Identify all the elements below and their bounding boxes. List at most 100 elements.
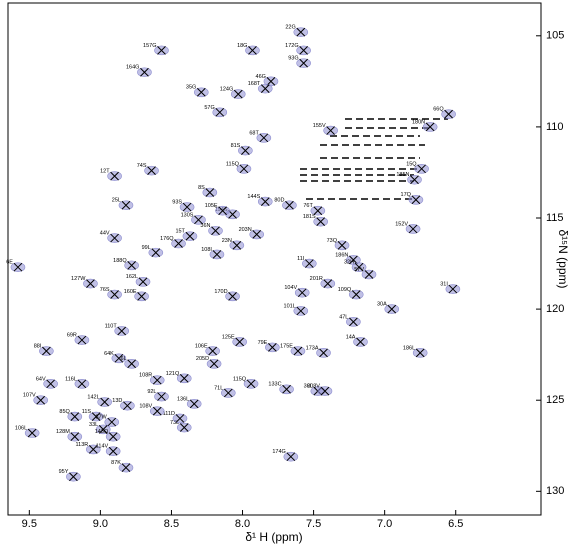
peak-label: 164G <box>126 65 139 71</box>
peak-marker <box>88 445 98 454</box>
peak-marker <box>246 379 256 389</box>
peak-marker <box>299 46 308 55</box>
peak-marker <box>286 452 296 462</box>
peak: 208V <box>307 384 333 396</box>
peak-marker <box>114 353 124 363</box>
peak: 104V <box>284 285 310 298</box>
peak: 188Q <box>113 258 139 271</box>
peak-label: 168T <box>248 81 261 87</box>
peak-label: 30A <box>377 302 387 308</box>
peak-label: 57G <box>204 105 214 111</box>
peak-label: 44V <box>100 230 110 236</box>
peak: 113R <box>76 442 101 455</box>
peak-marker <box>233 89 243 99</box>
peak: 6L <box>121 356 139 369</box>
peak: 25L <box>112 198 134 211</box>
peak: 47L <box>339 314 361 327</box>
peak: 115Q <box>233 376 259 389</box>
plot-frame <box>7 2 542 516</box>
peak: 170D <box>214 289 240 302</box>
peak: 64V <box>36 376 58 389</box>
peak-marker <box>218 206 227 216</box>
peak-marker <box>313 206 323 216</box>
peak-label: 32H <box>344 260 354 266</box>
peak-label: 64V <box>36 376 46 382</box>
peak-label: 186N <box>335 252 348 258</box>
peak: 116L <box>65 376 90 389</box>
peak: 85Q <box>59 409 83 422</box>
peak-label: 181S <box>303 214 316 220</box>
peak: 11I <box>297 256 317 269</box>
peak-marker <box>140 67 149 77</box>
peak: 185N <box>396 172 422 185</box>
peak: 108V <box>139 404 165 416</box>
peak-label: 110T <box>105 323 118 329</box>
peak-label: 180N <box>412 119 425 125</box>
peak-label: 143Q <box>95 429 109 435</box>
peak-marker <box>356 337 365 347</box>
peak-label: 74S <box>137 163 147 169</box>
peak-label: 71L <box>214 385 223 391</box>
peak-marker <box>326 126 335 135</box>
peak: 88I <box>34 343 54 356</box>
peak: 172G <box>285 43 311 56</box>
peak-label: 85Q <box>59 409 70 415</box>
peak: 31I <box>440 282 461 294</box>
peak-marker <box>179 423 189 432</box>
peak: 155V <box>313 123 338 136</box>
peak-label: 92L <box>147 389 156 395</box>
peak: 35G <box>186 85 209 98</box>
peak-marker <box>175 414 185 423</box>
peak-marker <box>121 200 131 210</box>
y-tick-label: 115 <box>546 212 564 224</box>
peak: 76T <box>303 203 326 216</box>
peak: 201R <box>310 276 336 289</box>
peak: 176Q <box>160 236 186 249</box>
peak-label: 162L <box>126 274 138 280</box>
peak: 15Q <box>406 161 429 174</box>
peak-label: 176Q <box>160 236 174 242</box>
peak: 44V <box>100 230 122 243</box>
peak-label: 144S <box>247 194 260 200</box>
peak-marker <box>239 164 249 174</box>
peak-marker <box>91 412 101 421</box>
peak-label: 109Q <box>338 287 352 293</box>
connector-lines <box>300 118 448 200</box>
peak-marker <box>174 239 183 248</box>
peak-marker <box>232 240 242 250</box>
peak-marker <box>364 270 374 279</box>
peak-label: 114V <box>96 444 109 450</box>
peak: 68T <box>249 130 272 143</box>
peak: 64K <box>104 351 127 364</box>
peak-label: 174G <box>272 449 285 455</box>
peak: 87W <box>95 415 120 427</box>
peak: 57G <box>204 105 228 118</box>
peak: 95Y <box>59 469 81 482</box>
peak-marker <box>349 317 358 327</box>
peak-marker <box>296 27 306 37</box>
peak-marker <box>260 197 270 206</box>
peak-marker <box>223 388 233 398</box>
peak: 108I <box>201 247 225 260</box>
peak-label: 25L <box>112 198 121 204</box>
peak-label: 66Q <box>433 107 444 113</box>
x-tick-label: 8.5 <box>164 518 179 530</box>
peak-label: 155V <box>313 123 326 129</box>
peak: 180N <box>412 119 438 132</box>
peak: 186L <box>403 345 428 358</box>
peak: 81S <box>231 143 253 156</box>
peak-marker <box>13 262 23 272</box>
peak-marker <box>110 290 119 299</box>
peak-marker <box>152 406 162 416</box>
peak-marker <box>337 240 347 250</box>
peak: 111D <box>163 411 188 424</box>
peak-marker <box>296 306 306 316</box>
peak-marker <box>260 84 270 93</box>
peak-label: 124G <box>220 87 233 93</box>
peak-marker <box>266 76 276 86</box>
peak-label: 76S <box>100 287 110 293</box>
peak: 93S <box>172 200 195 212</box>
peak-marker <box>411 195 421 205</box>
peak: 124G <box>220 87 246 99</box>
peak: 133C <box>268 382 294 395</box>
